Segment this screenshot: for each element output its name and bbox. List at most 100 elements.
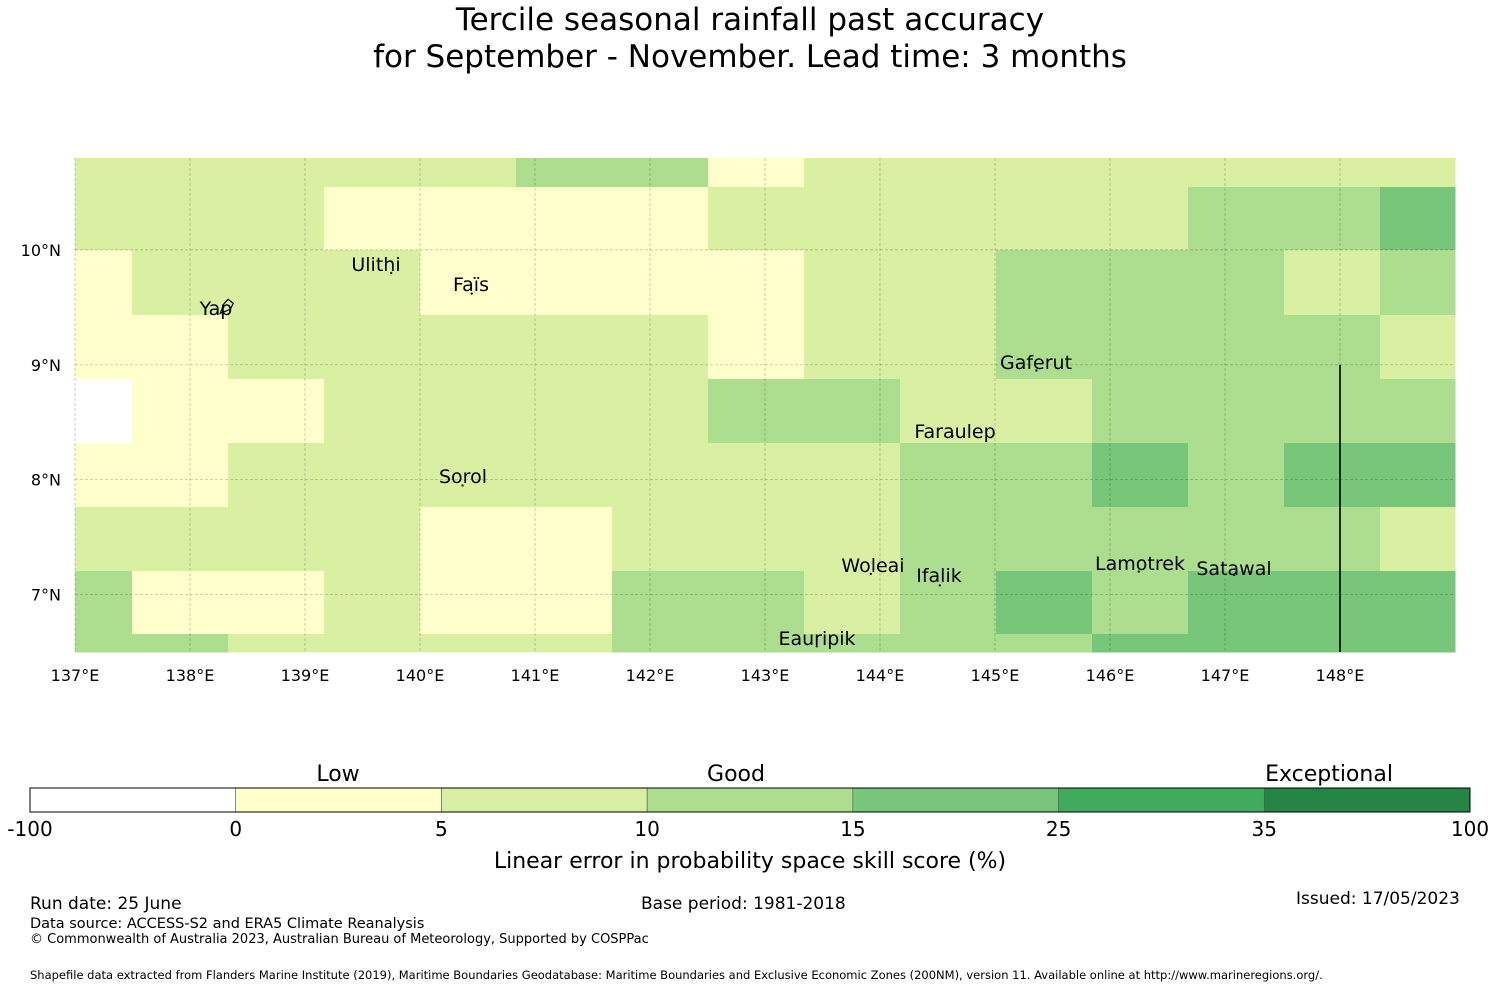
island-marker bbox=[815, 645, 818, 648]
grid-cell bbox=[324, 634, 421, 653]
grid-cell bbox=[132, 634, 229, 653]
grid-cell bbox=[612, 379, 709, 444]
grid-cell bbox=[324, 187, 421, 251]
grid-cell bbox=[132, 158, 229, 188]
grid-cell bbox=[996, 158, 1093, 188]
grid-cell bbox=[1284, 158, 1381, 188]
chart-title: Tercile seasonal rainfall past accuracy … bbox=[0, 2, 1500, 76]
longitude-tick-label: 144°E bbox=[856, 666, 905, 685]
colorbar-tick-label: 25 bbox=[1046, 817, 1071, 841]
grid-cell bbox=[132, 250, 229, 316]
shapefile-credit: Shapefile data extracted from Flanders M… bbox=[30, 968, 1323, 982]
island-marker bbox=[869, 572, 872, 575]
graticule bbox=[74, 158, 1455, 652]
grid-cell bbox=[1380, 379, 1456, 444]
grid-cell bbox=[75, 187, 133, 251]
grid-cell bbox=[228, 187, 325, 251]
grid-cell bbox=[75, 379, 133, 444]
grid-cell bbox=[900, 443, 997, 508]
grid-cell bbox=[75, 634, 133, 653]
grid-cell bbox=[804, 315, 901, 380]
island-marker bbox=[470, 292, 473, 295]
grid-cell bbox=[900, 187, 997, 251]
grid-cell bbox=[1284, 379, 1381, 444]
grid-cell bbox=[1284, 187, 1381, 251]
grid-cell bbox=[900, 507, 997, 572]
colorbar-tick-label: 5 bbox=[435, 817, 448, 841]
grid-cell bbox=[324, 379, 421, 444]
grid-cell bbox=[1284, 571, 1381, 635]
place-label: Satawal bbox=[1196, 558, 1271, 580]
grid-cell bbox=[996, 315, 1093, 380]
grid-cell bbox=[516, 250, 613, 316]
grid-cell bbox=[1092, 250, 1189, 316]
latitude-tick-label: 7°N bbox=[31, 586, 61, 605]
grid-cell bbox=[228, 315, 325, 380]
grid-cell bbox=[420, 443, 517, 508]
grid-cell bbox=[516, 507, 613, 572]
grid-cell bbox=[132, 187, 229, 251]
grid-cell bbox=[420, 158, 517, 188]
grid-cell bbox=[900, 250, 997, 316]
island-marker bbox=[938, 584, 941, 587]
grid-cell bbox=[75, 443, 133, 508]
grid-cell bbox=[1092, 443, 1189, 508]
longitude-tick-label: 140°E bbox=[396, 666, 445, 685]
run-date: Run date: 25 June bbox=[30, 894, 182, 914]
grid-cell bbox=[1188, 379, 1285, 444]
grid-cell bbox=[132, 571, 229, 635]
grid-cell bbox=[1188, 158, 1285, 188]
grid-cell bbox=[75, 250, 133, 316]
grid-cell bbox=[420, 571, 517, 635]
grid-cell bbox=[804, 379, 901, 444]
place-label: Sorol bbox=[439, 466, 487, 488]
grid-cell bbox=[516, 443, 613, 508]
grid-cell bbox=[804, 571, 901, 635]
colorbar-tick-label: -100 bbox=[7, 817, 52, 841]
colorbar-segment bbox=[1058, 787, 1265, 813]
colorbar-segment bbox=[441, 787, 648, 813]
place-label: Faraulep bbox=[914, 421, 995, 443]
grid-cell bbox=[1380, 443, 1456, 508]
longitude-tick-label: 139°E bbox=[281, 666, 330, 685]
grid-cell bbox=[804, 507, 901, 572]
grid-cell bbox=[1188, 187, 1285, 251]
grid-cell bbox=[75, 507, 133, 572]
colorbar-category-label: Exceptional bbox=[1265, 762, 1393, 787]
yap-island-shape bbox=[219, 298, 235, 315]
grid-cell bbox=[1380, 507, 1456, 572]
grid-cell bbox=[420, 379, 517, 444]
colorbar-segment bbox=[1263, 787, 1471, 813]
longitude-tick-label: 143°E bbox=[741, 666, 790, 685]
island-marker bbox=[390, 271, 393, 274]
grid-cell bbox=[612, 250, 709, 316]
grid-cell bbox=[612, 315, 709, 380]
grid-cell bbox=[228, 634, 325, 653]
grid-cell bbox=[324, 443, 421, 508]
grid-cell bbox=[420, 315, 517, 380]
colorbar-title: Linear error in probability space skill … bbox=[494, 849, 1006, 874]
latitude-tick-label: 9°N bbox=[31, 356, 61, 375]
colorbar-tick-label: 0 bbox=[229, 817, 242, 841]
grid-cell bbox=[420, 250, 517, 316]
grid-cell bbox=[804, 187, 901, 251]
title-line-2: for September - November. Lead time: 3 m… bbox=[373, 39, 1127, 75]
grid-cell bbox=[804, 634, 901, 653]
grid-cell bbox=[516, 571, 613, 635]
grid-cell bbox=[1188, 315, 1285, 380]
grid-cell bbox=[1380, 634, 1456, 653]
latitude-tick-label: 8°N bbox=[31, 471, 61, 490]
grid-cell bbox=[132, 507, 229, 572]
grid-cell bbox=[228, 571, 325, 635]
grid-cell bbox=[324, 315, 421, 380]
grid-cell bbox=[708, 379, 805, 444]
colorbar-category-label: Low bbox=[316, 762, 359, 787]
grid-cell bbox=[1380, 250, 1456, 316]
grid-cell bbox=[516, 187, 613, 251]
colorbar-tick-label: 15 bbox=[840, 817, 865, 841]
grid-cell bbox=[324, 507, 421, 572]
grid-cell bbox=[420, 187, 517, 251]
grid-cell bbox=[1188, 443, 1285, 508]
grid-cell bbox=[612, 187, 709, 251]
